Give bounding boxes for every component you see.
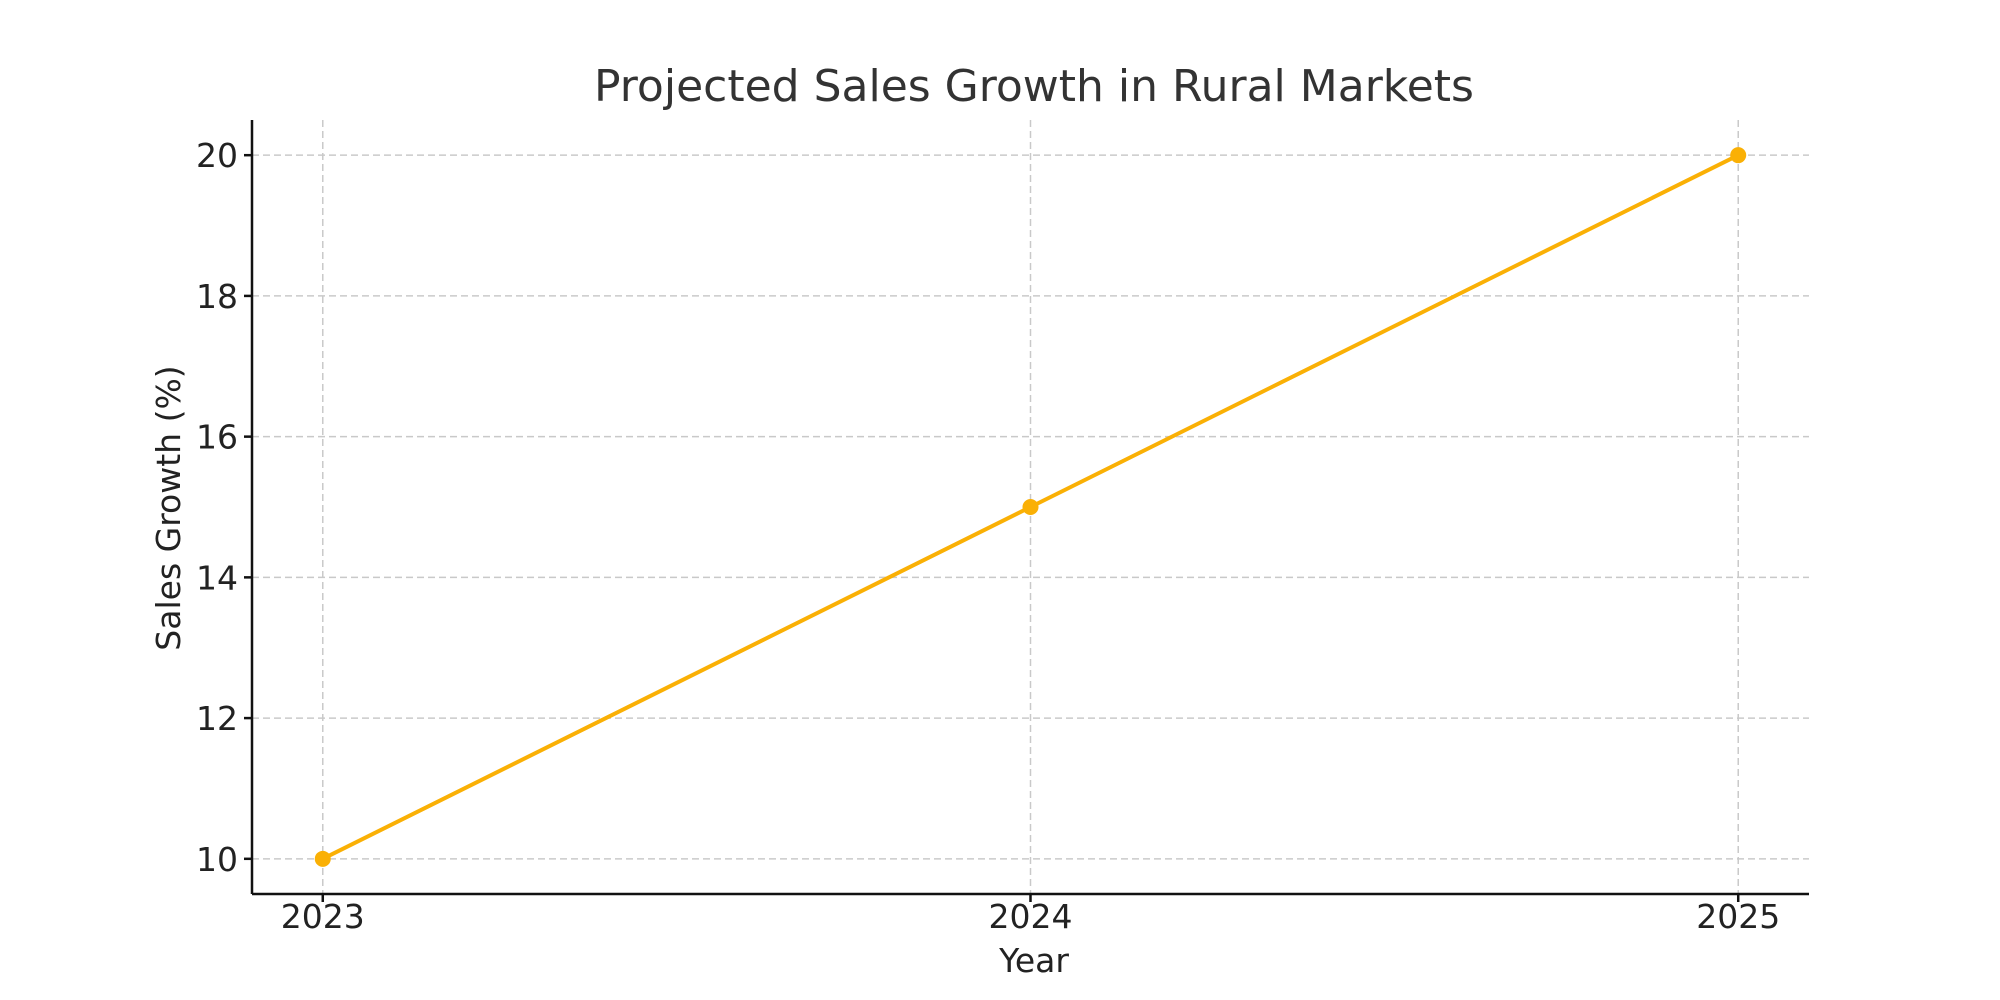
y-tick-label: 16 [196, 418, 238, 457]
data-point [1022, 499, 1039, 515]
y-tick-label: 14 [196, 558, 238, 597]
x-tick-label: 2024 [989, 897, 1073, 936]
y-tick-label: 10 [196, 840, 238, 879]
y-tick-label: 18 [196, 277, 238, 316]
data-point [314, 850, 331, 867]
x-axis-label: Year [998, 941, 1069, 980]
series-layer [314, 147, 1747, 867]
y-axis-label: Sales Growth (%) [149, 365, 188, 650]
axes [244, 120, 1809, 902]
labels-layer: Projected Sales Growth in Rural Markets … [149, 61, 1780, 980]
x-tick-label: 2023 [281, 897, 365, 936]
chart-title: Projected Sales Growth in Rural Markets [594, 61, 1474, 112]
y-tick-label: 20 [196, 136, 238, 175]
data-point [1730, 147, 1747, 164]
grid-lines [252, 120, 1809, 894]
y-tick-label: 12 [196, 699, 238, 738]
x-tick-label: 2025 [1696, 897, 1780, 936]
